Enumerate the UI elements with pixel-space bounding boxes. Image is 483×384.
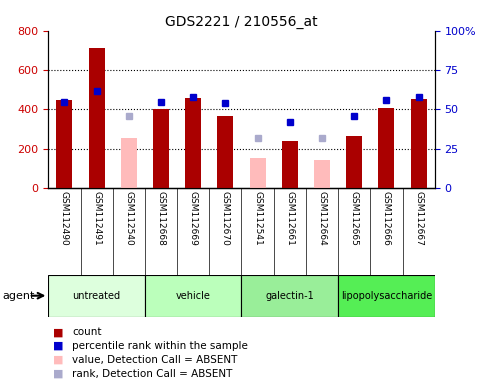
Text: vehicle: vehicle [176,291,211,301]
Bar [378,108,395,188]
Bar [338,275,435,317]
Bar [411,99,426,188]
Text: percentile rank within the sample: percentile rank within the sample [72,341,248,351]
Bar [145,275,242,317]
Text: GSM112668: GSM112668 [156,191,166,246]
Text: rank, Detection Call = ABSENT: rank, Detection Call = ABSENT [72,369,233,379]
Text: GSM112661: GSM112661 [285,191,294,246]
Bar [48,275,145,317]
Bar [217,116,233,188]
Bar [282,141,298,188]
Text: GSM112669: GSM112669 [189,191,198,246]
Text: GSM112491: GSM112491 [92,191,101,245]
Text: GSM112667: GSM112667 [414,191,423,246]
Text: value, Detection Call = ABSENT: value, Detection Call = ABSENT [72,355,238,365]
Text: agent: agent [2,291,35,301]
Bar [88,48,105,188]
Text: ■: ■ [53,369,64,379]
Text: count: count [72,327,102,337]
Bar [121,138,137,188]
Bar [250,158,266,188]
Text: GSM112664: GSM112664 [317,191,327,245]
Text: ■: ■ [53,327,64,337]
Text: GSM112541: GSM112541 [253,191,262,245]
Text: GSM112490: GSM112490 [60,191,69,245]
Text: GSM112540: GSM112540 [124,191,133,245]
Text: ■: ■ [53,355,64,365]
Bar [153,109,169,188]
Text: untreated: untreated [72,291,121,301]
Bar [57,99,72,188]
Text: GDS2221 / 210556_at: GDS2221 / 210556_at [165,15,318,29]
Bar [185,98,201,188]
Text: GSM112665: GSM112665 [350,191,359,246]
Bar [314,160,330,188]
Text: lipopolysaccharide: lipopolysaccharide [341,291,432,301]
Bar [346,136,362,188]
Text: galectin-1: galectin-1 [266,291,314,301]
Text: ■: ■ [53,341,64,351]
Text: GSM112666: GSM112666 [382,191,391,246]
Bar [242,275,338,317]
Text: GSM112670: GSM112670 [221,191,230,246]
